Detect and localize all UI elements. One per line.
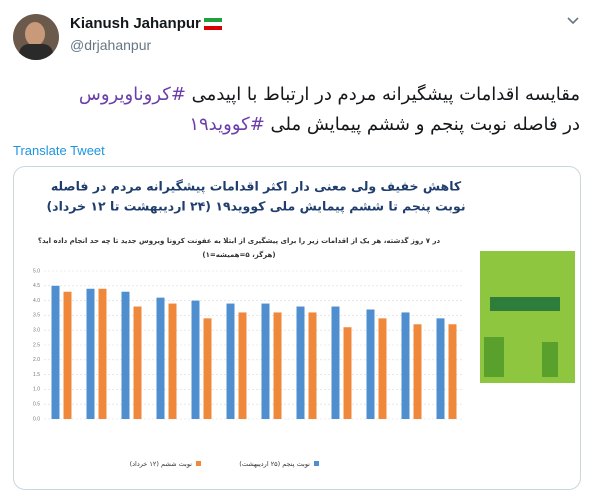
y-tick-label: 3.0 [33,328,40,334]
chart: کاهش خفیف ولی معنی دار اکثر اقدامات پیشگ… [33,179,575,468]
bar [343,327,352,419]
report-band [490,297,560,311]
bar [296,306,305,419]
bar [168,303,177,419]
hashtag[interactable]: #کووید۱۹ [189,114,265,135]
tweet-text: در فاصله نوبت پنجم و ششم پیمایش ملی [270,114,580,135]
bar [51,285,60,419]
flag [204,18,222,30]
image-card[interactable]: کاهش خفیف ولی معنی دار اکثر اقدامات پیشگ… [13,166,581,490]
bar [121,291,130,419]
bar [261,303,270,419]
bar [436,318,445,419]
y-tick-label: 4.0 [33,298,40,304]
tweet-line: در فاصله نوبت پنجم و ششم پیمایش ملی #کوو… [189,114,580,135]
bar [448,324,457,419]
translate-link[interactable]: Translate Tweet [13,143,105,158]
chart-title: کاهش خفیف ولی معنی دار اکثر اقدامات پیشگ… [51,179,462,195]
bar [308,312,317,419]
legend-label: نوبت ششم (۱۲ خرداد) [130,460,193,468]
bar [378,318,387,419]
legend-swatch [196,461,201,466]
y-tick-label: 1.0 [33,387,40,393]
bar [226,303,235,419]
bar [331,306,340,419]
tweet-text: مقایسه اقدامات پیشگیرانه مردم در ارتباط … [191,84,580,105]
y-tick-label: 5.0 [33,268,40,274]
bar [413,324,422,419]
bar [133,306,142,419]
chart-title: نوبت پنجم تا ششم پیمایش ملی کووید۱۹ (۲۴ … [46,199,465,214]
bar [191,300,200,419]
y-tick-label: 2.5 [33,342,40,348]
legend-swatch [314,461,319,466]
report-figure [484,337,504,377]
tweet-line: مقایسه اقدامات پیشگیرانه مردم در ارتباط … [79,84,580,105]
chart-subtitle: (۱=هرگز، ۵=همیشه) [202,250,275,259]
y-tick-label: 0.0 [33,416,40,422]
y-tick-label: 1.5 [33,372,40,378]
bar [86,288,95,419]
y-tick-label: 0.5 [33,402,40,408]
y-tick-label: 2.0 [33,357,40,363]
report-figure [542,342,558,377]
y-tick-label: 4.5 [33,283,40,289]
bar [203,318,212,419]
author-handle[interactable]: @drjahanpur [70,37,152,53]
y-tick-label: 3.5 [33,313,40,319]
author-name[interactable]: Kianush Jahanpur [70,15,201,32]
bar [98,288,107,419]
hashtag[interactable]: #کروناویروس [78,84,186,105]
bar [273,312,282,419]
chart-subtitle: در ۷ روز گذشته، هر یک از اقدامات زیر را … [38,236,441,245]
legend-label: نوبت پنجم (۲۵ اردیبهشت) [239,460,310,468]
bar [238,312,247,419]
bar [366,309,375,419]
avatar[interactable] [13,14,59,60]
bar [63,291,72,419]
bar [156,297,165,419]
menu-chevron[interactable] [566,16,580,26]
bar [401,312,410,419]
